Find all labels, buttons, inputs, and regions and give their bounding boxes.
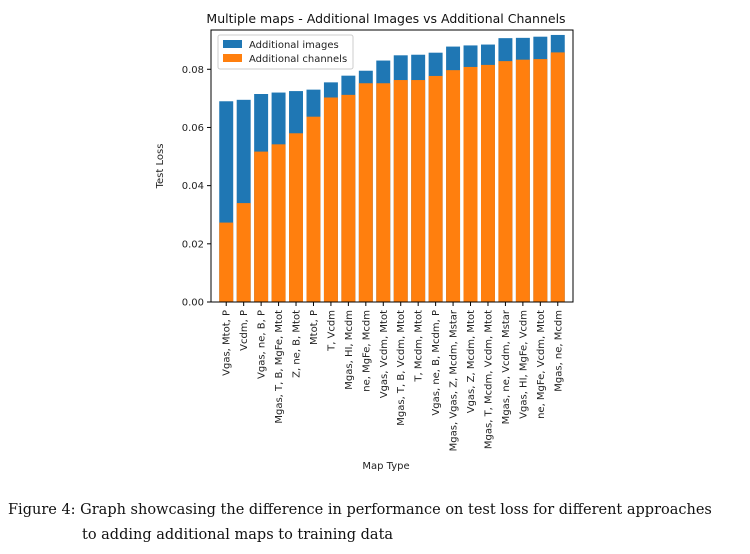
x-tick-label: Mgas, T, Mcdm, Vcdm, Mtot	[483, 310, 494, 449]
x-tick-label: Mgas, ne, Mcdm	[553, 310, 564, 392]
bar-additional-channels-20	[550, 52, 565, 303]
bar-additional-channels-9	[358, 83, 373, 303]
bar-additional-channels-2	[236, 203, 251, 302]
bar-additional-channels-15	[463, 66, 478, 302]
chart: Multiple maps - Additional Images vs Add…	[155, 11, 574, 472]
bar-additional-channels-18	[515, 59, 530, 302]
bar-additional-channels-11	[393, 80, 408, 302]
bar-additional-channels-17	[498, 61, 513, 302]
legend-swatch	[223, 40, 242, 48]
y-tick-label: 0.08	[182, 65, 204, 76]
x-tick-label: Mgas, HI, Mcdm	[344, 310, 355, 390]
bars-group	[219, 34, 565, 303]
bar-additional-channels-19	[533, 59, 548, 303]
bar-additional-channels-12	[411, 80, 426, 302]
legend-label: Additional images	[249, 40, 339, 51]
x-tick-label: Vgas, Mtot, P	[222, 310, 233, 376]
y-tick-label: 0.02	[182, 239, 204, 250]
x-axis: Vgas, Mtot, P Vcdm, P Vgas, ne, B, P Mgas, …	[222, 302, 564, 451]
x-tick-label: ne, MgFe, Vcdm, Mtot	[536, 310, 547, 419]
x-axis-label: Map Type	[362, 461, 409, 472]
x-tick-label: T, Mcdm, Mtot	[414, 310, 425, 383]
y-tick-label: 0.00	[182, 298, 204, 309]
bar-additional-channels-14	[446, 70, 461, 303]
x-tick-label: Vgas, Z, Mcdm, Mtot	[466, 310, 477, 413]
plot-frame	[210, 29, 574, 303]
y-axis: 0.00 0.02 0.04 0.06 0.08	[182, 65, 211, 309]
bar-additional-channels-3	[254, 151, 269, 302]
bar-additional-channels-6	[306, 116, 321, 302]
x-tick-label: Vgas, HI, MgFe, Vcdm	[518, 310, 529, 419]
bar-additional-channels-13	[428, 75, 443, 303]
bar-additional-channels-7	[323, 97, 338, 303]
x-tick-label: ne, MgFe, Mcdm	[361, 310, 372, 392]
bar-additional-channels-1	[219, 222, 234, 302]
legend-box	[217, 34, 354, 70]
legend-label: Additional channels	[249, 54, 347, 65]
y-axis-label: Test Loss	[155, 144, 166, 190]
bar-additional-channels-8	[341, 94, 356, 303]
x-tick-label: Mtot, P	[309, 310, 320, 345]
x-tick-label: Mgas, T, B, MgFe, Mtot	[274, 310, 285, 424]
y-tick-label: 0.06	[182, 123, 204, 134]
legend: Additional images Additional channels	[217, 34, 354, 70]
x-tick-label: T, Vcdm	[326, 310, 337, 352]
x-tick-label: Vcdm, P	[239, 310, 250, 351]
legend-swatch	[223, 54, 242, 62]
x-tick-label: Vgas, ne, B, P	[257, 310, 268, 379]
x-tick-label: Mgas, T, B, Vcdm, Mtot	[396, 310, 407, 426]
x-tick-label: Z, ne, B, Mtot	[292, 310, 303, 378]
x-tick-label: Mgas, Vgas, Z, Mcdm, Mstar	[449, 309, 460, 451]
caption-line-1: Figure 4: Graph showcasing the differenc…	[8, 502, 712, 518]
x-tick-label: Vgas, Vcdm, Mtot	[379, 310, 390, 398]
chart-title: Multiple maps - Additional Images vs Add…	[206, 11, 565, 26]
bar-additional-channels-16	[480, 64, 495, 302]
figure-caption: Figure 4: Graph showcasing the differenc…	[8, 498, 738, 548]
caption-line-2: to adding additional maps to training da…	[82, 527, 394, 543]
bar-additional-channels-10	[376, 83, 391, 303]
x-tick-label: Vgas, ne, B, Mcdm, P	[431, 310, 442, 416]
x-tick-label: Mgas, ne, Vcdm, Mstar	[501, 309, 512, 424]
y-tick-label: 0.04	[182, 181, 204, 192]
bar-additional-channels-5	[289, 133, 303, 302]
bar-additional-channels-4	[271, 144, 286, 302]
